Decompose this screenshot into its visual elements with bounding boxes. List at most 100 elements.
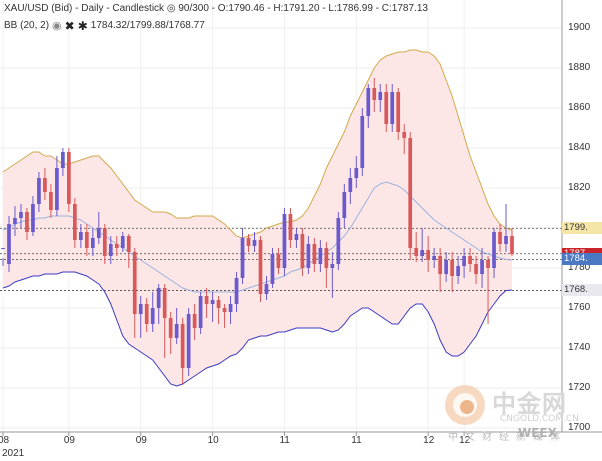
candle-body [402,132,407,138]
candle-body [432,256,437,260]
candle-body [342,192,347,218]
x-tick-marks [2,432,465,436]
candle-body [492,232,496,268]
y-tick-label: 1760 [568,302,591,313]
candle-body [348,178,353,192]
candle-body [486,260,490,268]
candle-body [102,228,107,256]
candle-body [222,308,227,312]
candle-body [300,234,305,268]
y-tick-label: 1840 [568,142,591,153]
candle-body [246,238,251,246]
bollinger-lower-line [2,271,513,387]
candle-body [510,236,514,254]
candle-body [312,244,317,264]
candle-body [504,236,508,244]
candle-body [7,224,11,264]
x-tick-label: 08 [0,435,10,446]
candle-body [192,314,197,328]
x-tick-label: 09 [135,435,147,446]
candle-body [210,300,215,304]
candle-body [73,204,77,240]
candle-body [396,92,401,132]
candle-body [37,178,41,204]
candle-body [414,248,419,256]
candle-body [426,250,431,260]
candle-body [120,236,125,248]
y-tick-label: 1900 [568,22,591,33]
bollinger-middle-line [2,181,513,293]
candle-body [43,178,47,192]
watermark-brand: WEEX [518,426,557,440]
watermark-subtitle: CNGOLD.COM.CN [500,414,579,424]
candle-body [306,244,311,268]
candle-body [174,324,179,338]
candle-body [252,240,257,246]
candle-body [126,236,131,252]
watermark: 中金网 CNGOLD.COM.CN 中文财经新媒体 WEEX [440,380,600,444]
candle-body [354,168,359,178]
candle-body [108,244,113,256]
indicator-header: BB (20, 2) ◉ ✖ ✱ 1784.32/1799.88/1768.77 [4,18,205,33]
candle-body [360,116,365,168]
watermark-logo-icon [445,385,485,425]
candle-body [318,248,323,264]
candle-body [474,264,478,274]
price-tag: 1799. [562,222,602,235]
candle-body [138,304,143,314]
candle-body [390,92,395,124]
candle-body [378,92,383,100]
candle-body [270,254,275,284]
candle-body [162,288,167,318]
candle-body [1,248,5,249]
x-tick-label: 09 [63,435,75,446]
candle-body [61,152,65,168]
candle-body [282,214,287,268]
candle-body [180,324,185,368]
candle-body [498,232,502,244]
close-icon[interactable]: ✖ [64,18,75,33]
x-tick-label: 12 [423,435,435,446]
candle-body [156,288,161,308]
candle-body [150,308,155,324]
candle-body [96,228,101,238]
candle-body [324,248,329,268]
price-tag: 1768. [562,284,602,297]
candle-body [198,296,203,328]
candle-body [78,232,83,240]
x-tick-label: 10 [207,435,219,446]
candle-body [456,266,460,276]
candle-body [480,260,484,274]
candle-body [67,152,71,204]
gear-icon[interactable]: ✱ [77,18,88,33]
watermark-tagline: 中文财经新媒体 [448,432,567,443]
candle-body [228,304,233,312]
candle-body [25,212,29,232]
chart-header: XAU/USD (Bid) - Daily - Candlestick ◎ 90… [4,3,428,14]
candle-body [114,244,119,248]
candle-body [258,240,263,294]
watermark-title: 中金网 [492,390,567,418]
candle-body [216,300,221,308]
candles [1,78,514,384]
candle-body [420,250,425,256]
candle-body [330,264,335,268]
candle-body [276,254,281,268]
candle-body [450,260,454,276]
x-tick-label: 12 [459,435,471,446]
x-tick-label: 11 [351,435,362,446]
candle-body [90,238,95,248]
candle-body [366,88,371,116]
eye-icon[interactable]: ◉ [52,19,62,32]
candle-body [144,304,149,324]
candle-body [55,168,59,210]
candle-body [294,234,299,240]
candle-body [240,238,245,278]
candle-body [336,218,341,264]
bollinger-band-fill [3,50,512,386]
candle-body [264,284,269,294]
candle-body [462,256,466,266]
y-tick-label: 1880 [568,62,591,73]
candle-body [444,260,448,274]
